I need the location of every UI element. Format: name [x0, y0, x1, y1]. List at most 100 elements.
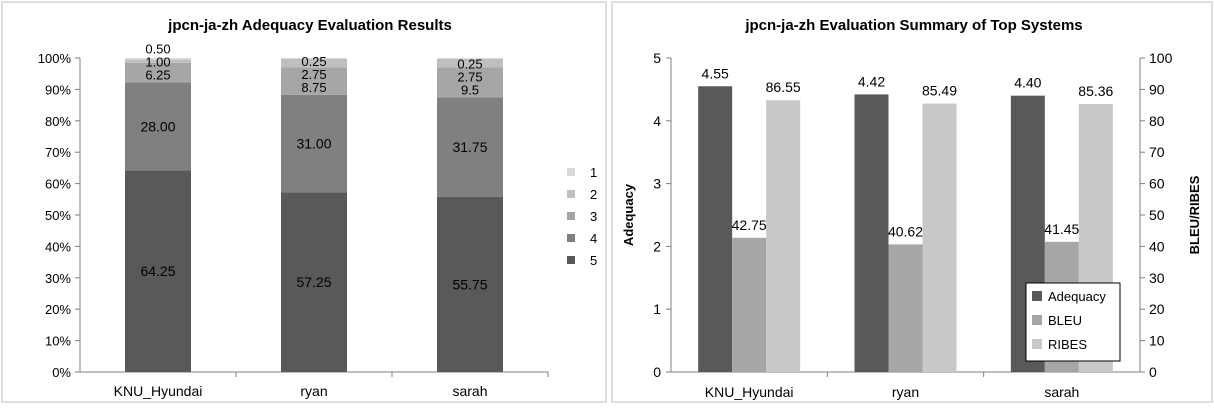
bar-value-label: 9.5 — [461, 82, 479, 97]
left-y-tick-label: 90% — [45, 82, 71, 97]
stacked-bar-segment — [281, 58, 347, 59]
right-y-ticks: 0 1 2 3 4 5 — [653, 50, 671, 380]
left-x-ticks: KNU_Hyundai ryan sarah — [114, 372, 549, 399]
legend-label: BLEU — [1048, 313, 1082, 328]
left-y-tick-label: 50% — [45, 208, 71, 223]
bar-value-label: 55.75 — [452, 276, 487, 292]
stacked-bar-segment — [281, 67, 347, 95]
right-y2-axis-label: BLEU/RIBES — [1187, 175, 1202, 254]
stacked-bar-segment — [437, 67, 503, 98]
legend-swatch — [567, 234, 575, 242]
bar-value-label: 0.50 — [145, 41, 170, 56]
right-y-axis-label: Adequacy — [621, 183, 636, 246]
clustered-bar — [732, 237, 767, 372]
right-x-tick-label: ryan — [892, 384, 919, 400]
clustered-bar — [888, 244, 923, 372]
legend-label: RIBES — [1048, 337, 1087, 352]
stacked-bar-segment — [125, 59, 191, 63]
bar-value-label: 1.00 — [145, 54, 170, 69]
right-y-tick-label: 4 — [653, 113, 661, 129]
bar-value-label: 28.00 — [140, 118, 175, 134]
left-x-tick-label: sarah — [452, 383, 487, 399]
legend-swatch — [1032, 315, 1042, 325]
stacked-bar-segment — [437, 97, 503, 197]
bar-value-label: 42.75 — [732, 217, 767, 233]
left-x-tick-label: ryan — [300, 383, 327, 399]
right-y-tick-label: 0 — [653, 364, 661, 380]
right-x-tick-label: KNU_Hyundai — [705, 384, 794, 400]
left-y-tick-label: 80% — [45, 114, 71, 129]
bar-value-label: 85.36 — [1078, 83, 1113, 99]
legend-swatch — [567, 256, 575, 264]
legend-label: Adequacy — [1048, 289, 1106, 304]
right-legend: Adequacy BLEU RIBES — [1025, 282, 1121, 362]
right-chart: jpcn-ja-zh Evaluation Summary of Top Sys… — [611, 1, 1213, 403]
stacked-bar-segment — [125, 58, 191, 60]
stacked-bar-segment — [125, 62, 191, 83]
bar-value-label: 2.75 — [457, 69, 482, 84]
stacked-bar-segment — [125, 82, 191, 171]
bar-value-label: 4.40 — [1014, 75, 1041, 91]
bar-value-label: 85.49 — [922, 83, 957, 99]
right-x-ticks: KNU_Hyundai ryan sarah — [705, 372, 1079, 400]
right-y-tick-label: 5 — [653, 50, 661, 66]
left-y-tick-label: 70% — [45, 145, 71, 160]
left-y-tick-label: 100% — [38, 51, 72, 66]
clustered-bar — [766, 100, 801, 372]
legend-label: 1 — [590, 165, 597, 180]
right-y2-tick-label: 20 — [1149, 301, 1165, 317]
right-y2-tick-label: 60 — [1149, 176, 1165, 192]
right-y2-tick-label: 100 — [1149, 50, 1173, 66]
bar-value-label: 4.55 — [702, 65, 729, 81]
legend-swatch — [567, 168, 575, 176]
bar-value-label: 31.00 — [296, 136, 331, 152]
stacked-bar-segment — [437, 58, 503, 59]
legend-label: 2 — [590, 187, 597, 202]
stacked-bar-segment — [437, 58, 503, 68]
legend-swatch — [567, 190, 575, 198]
bar-value-label: 86.55 — [766, 79, 801, 95]
stacked-bar-segment — [281, 192, 347, 372]
left-legend: 1 2 3 4 5 — [567, 165, 597, 268]
bar-value-label: 4.42 — [858, 73, 885, 89]
right-y2-tick-label: 70 — [1149, 144, 1165, 160]
bar-value-label: 8.75 — [301, 80, 326, 95]
right-y-tick-label: 2 — [653, 238, 661, 254]
left-y-tick-label: 0% — [52, 365, 71, 380]
left-chart: jpcn-ja-zh Adequacy Evaluation Results 0… — [1, 1, 607, 403]
stacked-bar-segment — [281, 94, 347, 193]
bar-value-label: 40.62 — [888, 223, 923, 239]
legend-swatch — [1032, 291, 1042, 301]
clustered-bar — [854, 94, 889, 372]
bar-value-label: 2.75 — [301, 67, 326, 82]
left-y-tick-label: 20% — [45, 302, 71, 317]
stacked-bar-segment — [125, 170, 191, 372]
right-y-tick-label: 1 — [653, 301, 661, 317]
right-y-tick-label: 3 — [653, 176, 661, 192]
legend-label: 4 — [590, 231, 597, 246]
right-y2-tick-label: 50 — [1149, 207, 1165, 223]
right-chart-title: jpcn-ja-zh Evaluation Summary of Top Sys… — [744, 17, 1082, 34]
right-y2-tick-label: 10 — [1149, 333, 1165, 349]
bar-value-label: 6.25 — [145, 67, 170, 82]
bar-value-label: 31.75 — [452, 139, 487, 155]
bar-value-label: 64.25 — [140, 263, 175, 279]
bar-value-label: 0.25 — [301, 54, 326, 69]
bar-value-label: 41.45 — [1044, 221, 1079, 237]
right-y2-tick-label: 30 — [1149, 270, 1165, 286]
left-bars: 64.2528.006.251.000.5057.2531.008.752.75… — [125, 41, 503, 372]
legend-swatch — [1032, 339, 1042, 349]
left-y-tick-label: 40% — [45, 239, 71, 254]
bar-value-label: 0.25 — [457, 56, 482, 71]
right-x-tick-label: sarah — [1044, 384, 1079, 400]
bar-value-label: 57.25 — [296, 274, 331, 290]
left-y-tick-label: 60% — [45, 177, 71, 192]
legend-swatch — [567, 212, 575, 220]
left-y-tick-label: 10% — [45, 334, 71, 349]
right-y2-tick-label: 90 — [1149, 81, 1165, 97]
left-x-tick-label: KNU_Hyundai — [114, 383, 203, 399]
stacked-bar-segment — [281, 58, 347, 68]
legend-label: 3 — [590, 209, 597, 224]
